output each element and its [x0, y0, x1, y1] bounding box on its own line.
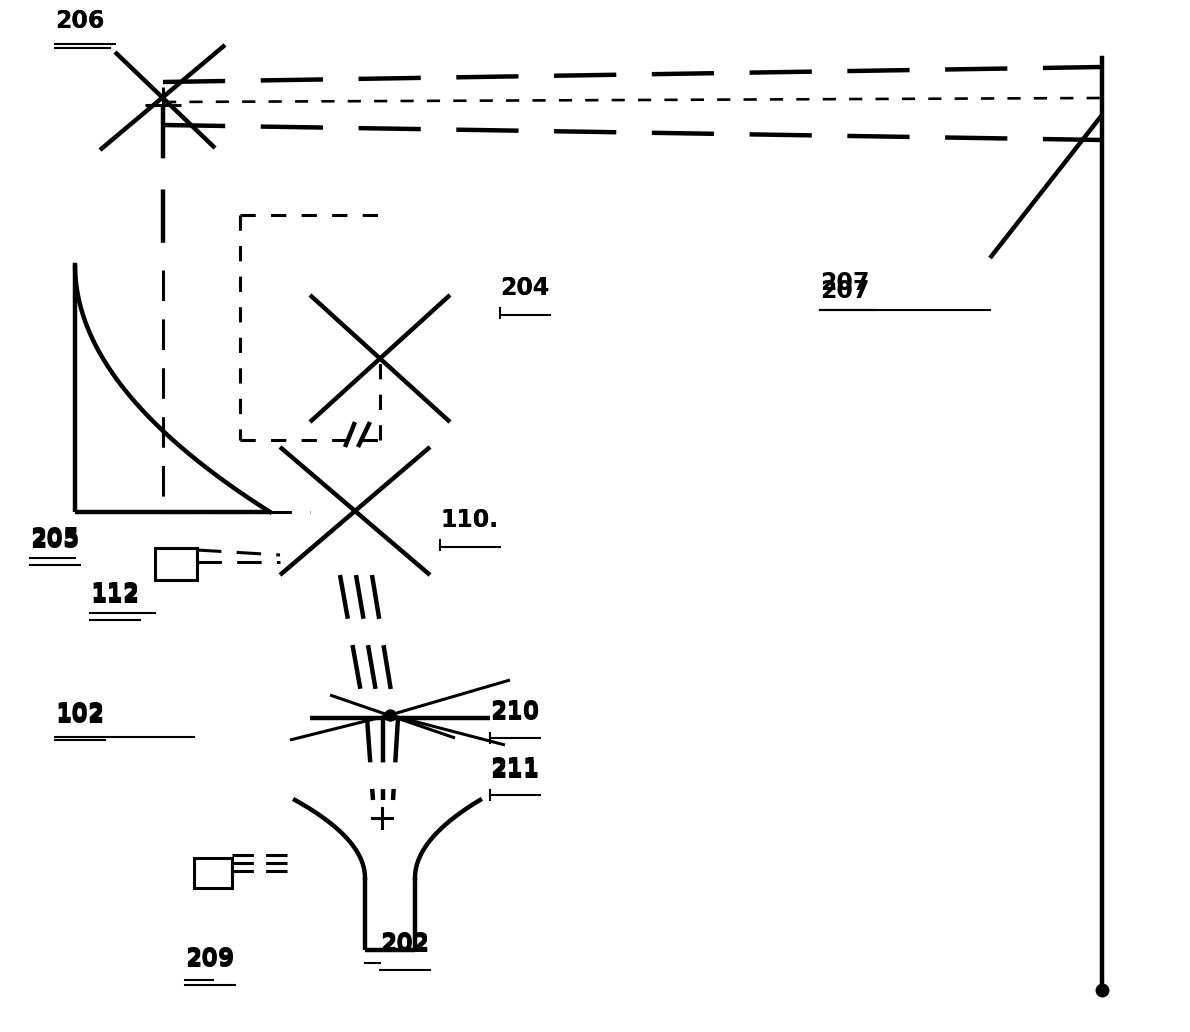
- Text: 205: 205: [30, 529, 80, 553]
- Text: 211: 211: [490, 756, 539, 780]
- Text: 204: 204: [500, 276, 550, 300]
- Text: 202: 202: [380, 931, 430, 955]
- Text: 110.: 110.: [440, 508, 499, 533]
- Text: 112: 112: [90, 584, 139, 608]
- Text: 202: 202: [380, 933, 430, 957]
- Text: 209: 209: [184, 946, 234, 970]
- Text: 211: 211: [490, 759, 539, 783]
- Text: 206: 206: [55, 9, 105, 33]
- Text: 110.: 110.: [440, 508, 499, 533]
- Text: 209: 209: [184, 948, 234, 972]
- Text: 112: 112: [90, 581, 139, 605]
- Text: 205: 205: [30, 526, 80, 550]
- Text: 102: 102: [55, 704, 105, 728]
- Bar: [155, 548, 198, 580]
- Text: 204: 204: [500, 276, 550, 300]
- Text: 207: 207: [820, 279, 870, 303]
- Text: 102: 102: [55, 701, 105, 725]
- Text: 210: 210: [490, 701, 539, 725]
- Bar: [194, 858, 232, 888]
- Text: 207: 207: [820, 271, 870, 295]
- Text: 210: 210: [490, 699, 539, 723]
- Text: 206: 206: [55, 9, 105, 33]
